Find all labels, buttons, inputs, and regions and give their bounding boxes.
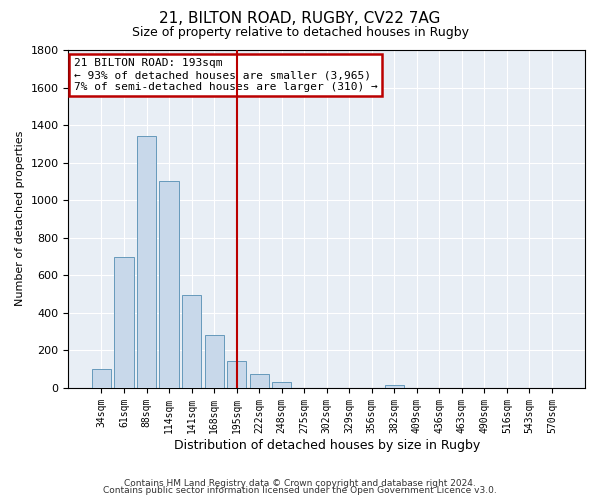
Bar — [115, 257, 134, 388]
Bar — [205, 335, 224, 388]
Text: Contains HM Land Registry data © Crown copyright and database right 2024.: Contains HM Land Registry data © Crown c… — [124, 478, 476, 488]
Text: Contains public sector information licensed under the Open Government Licence v3: Contains public sector information licen… — [103, 486, 497, 495]
Bar — [272, 382, 291, 388]
Text: 21, BILTON ROAD, RUGBY, CV22 7AG: 21, BILTON ROAD, RUGBY, CV22 7AG — [160, 11, 440, 26]
Y-axis label: Number of detached properties: Number of detached properties — [15, 131, 25, 306]
Text: Size of property relative to detached houses in Rugby: Size of property relative to detached ho… — [131, 26, 469, 39]
Bar — [160, 182, 179, 388]
Bar — [385, 385, 404, 388]
Bar — [227, 362, 246, 388]
Bar — [137, 136, 156, 388]
Bar — [92, 369, 111, 388]
Bar — [182, 294, 201, 388]
Text: 21 BILTON ROAD: 193sqm
← 93% of detached houses are smaller (3,965)
7% of semi-d: 21 BILTON ROAD: 193sqm ← 93% of detached… — [74, 58, 377, 92]
X-axis label: Distribution of detached houses by size in Rugby: Distribution of detached houses by size … — [173, 440, 480, 452]
Bar — [250, 374, 269, 388]
